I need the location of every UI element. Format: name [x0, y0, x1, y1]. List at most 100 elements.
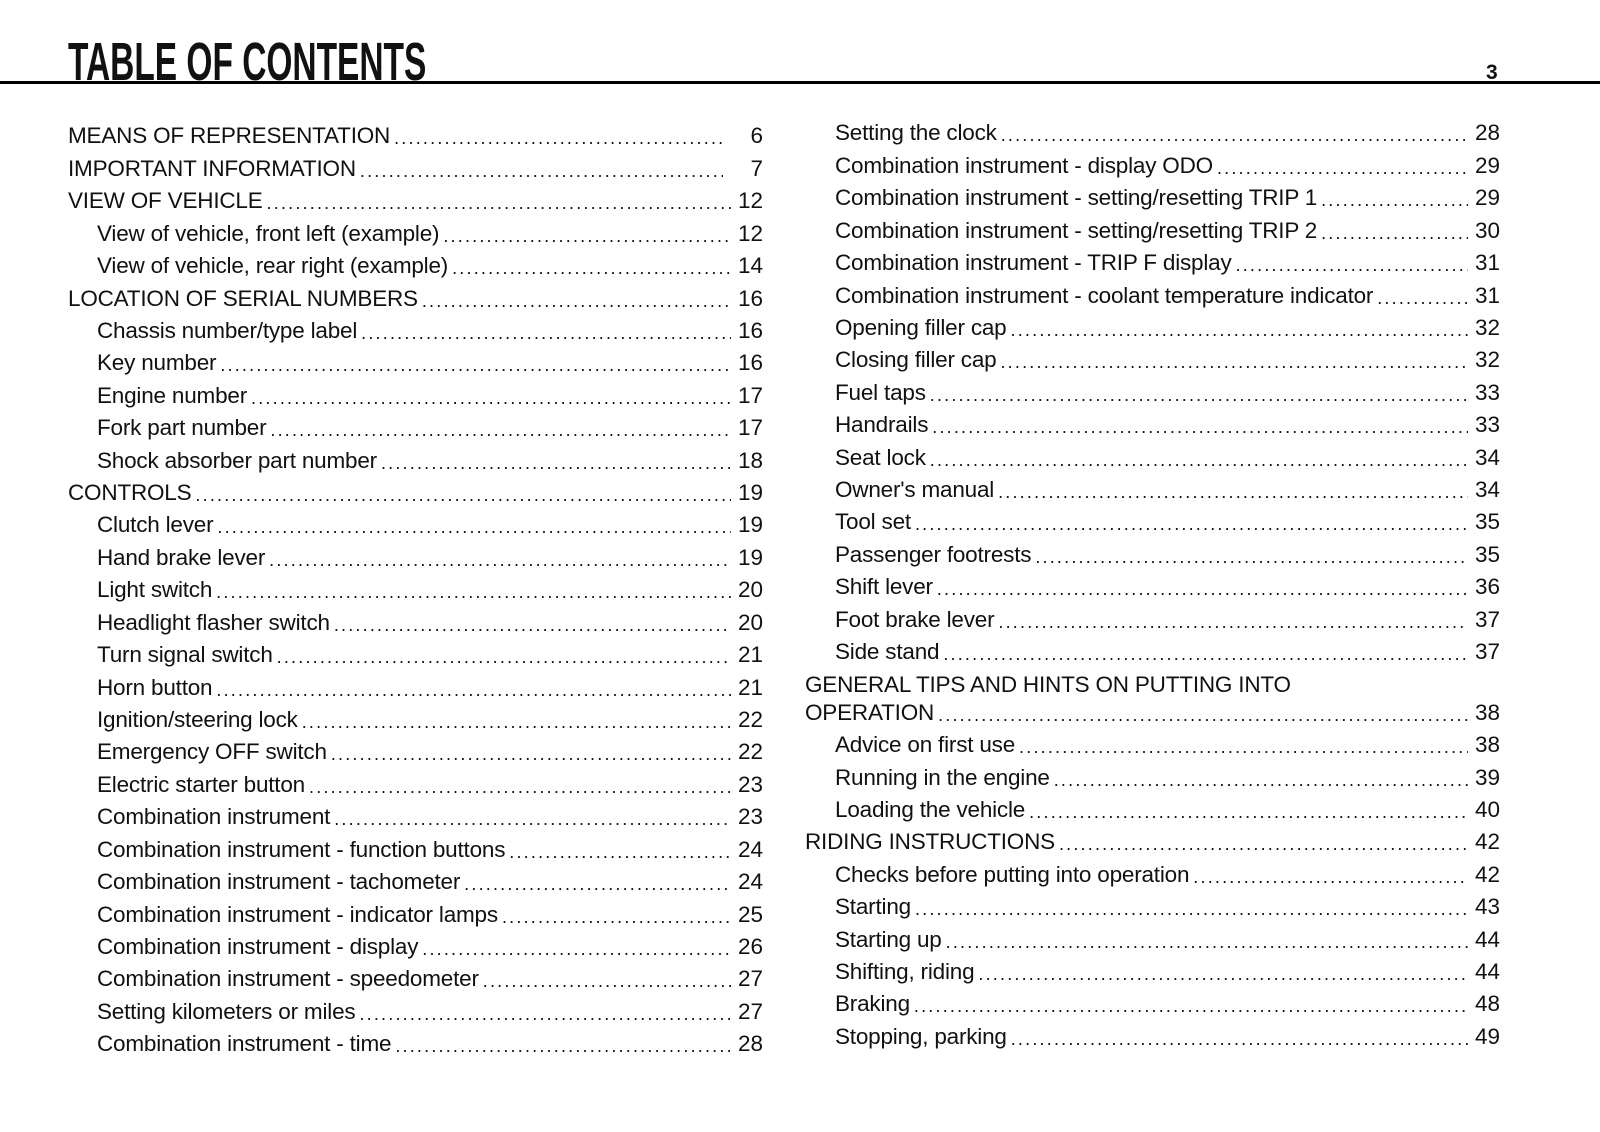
toc-entry-label: Advice on first use [835, 732, 1016, 758]
toc-entry[interactable]: Clutch lever............................… [68, 507, 763, 539]
toc-entry[interactable]: Setting kilometers or miles.............… [68, 993, 763, 1025]
toc-entry[interactable]: Handrails...............................… [805, 407, 1500, 439]
toc-entry[interactable]: Shock absorber part number..............… [68, 442, 763, 474]
toc-entry[interactable]: Tool set................................… [805, 504, 1500, 536]
toc-entry-label: Braking [835, 991, 910, 1017]
toc-entry[interactable]: Combination instrument - time...........… [68, 1026, 763, 1058]
toc-entry-label: Combination instrument - indicator lamps [97, 901, 498, 927]
dot-leader: ........................................… [914, 514, 1468, 535]
toc-entry[interactable]: View of vehicle, front left (example)...… [68, 215, 763, 247]
toc-entry-page: 17 [737, 415, 763, 441]
toc-entry[interactable]: Starting................................… [805, 889, 1500, 921]
dot-leader: ........................................… [929, 384, 1468, 405]
dot-leader: ........................................… [1000, 352, 1468, 373]
toc-entry[interactable]: Fuel taps...............................… [805, 374, 1500, 406]
toc-entry[interactable]: Starting up.............................… [805, 921, 1500, 953]
toc-entry[interactable]: Combination instrument - speedometer....… [68, 961, 763, 993]
toc-entry[interactable]: VIEW OF VEHICLE.........................… [68, 183, 763, 215]
toc-entry[interactable]: Chassis number/type label...............… [68, 313, 763, 345]
toc-entry-page: 28 [1474, 120, 1500, 146]
toc-entry[interactable]: Side stand..............................… [805, 634, 1500, 666]
toc-entry[interactable]: IMPORTANT INFORMATION...................… [68, 150, 763, 182]
toc-entry[interactable]: Owner's manual..........................… [805, 472, 1500, 504]
toc-entry-label: CONTROLS [68, 480, 192, 506]
toc-entry[interactable]: LOCATION OF SERIAL NUMBERS..............… [68, 280, 763, 312]
toc-entry[interactable]: Combination instrument - function button… [68, 831, 763, 863]
toc-entry[interactable]: Loading the vehicle.....................… [805, 792, 1500, 824]
toc-entry[interactable]: Combination instrument - tachometer.....… [68, 864, 763, 896]
toc-entry[interactable]: RIDING INSTRUCTIONS.....................… [805, 824, 1500, 856]
toc-entry[interactable]: Key number..............................… [68, 345, 763, 377]
toc-entry-label: Light switch [97, 577, 213, 603]
dot-leader: ........................................… [309, 776, 731, 797]
toc-entry[interactable]: Turn signal switch......................… [68, 637, 763, 669]
toc-entry[interactable]: Closing filler cap......................… [805, 342, 1500, 374]
toc-entry-page: 24 [737, 869, 763, 895]
dot-leader: ........................................… [301, 712, 731, 733]
dot-leader: ........................................… [334, 809, 731, 830]
toc-entry-label: RIDING INSTRUCTIONS [805, 829, 1055, 855]
toc-entry-label: Checks before putting into operation [835, 861, 1190, 887]
toc-entry-label: VIEW OF VEHICLE [68, 188, 263, 214]
toc-entry[interactable]: Shift lever.............................… [805, 569, 1500, 601]
toc-entry[interactable]: Combination instrument..................… [68, 799, 763, 831]
toc-entry[interactable]: Passenger footrests.....................… [805, 536, 1500, 568]
toc-entry[interactable]: Combination instrument - indicator lamps… [68, 896, 763, 928]
toc-entry[interactable]: Emergency OFF switch....................… [68, 734, 763, 766]
toc-entry-line: OPERATION...............................… [805, 699, 1500, 727]
toc-entry-label: Shifting, riding [835, 959, 975, 985]
toc-entry[interactable]: Combination instrument - display ODO....… [805, 147, 1500, 179]
toc-entry[interactable]: Checks before putting into operation....… [805, 856, 1500, 888]
dot-leader: ........................................… [380, 452, 731, 473]
toc-entry-label: Combination instrument [97, 804, 331, 830]
toc-entry-label: Owner's manual [835, 477, 995, 503]
toc-entry[interactable]: Combination instrument - coolant tempera… [805, 277, 1500, 309]
toc-entry[interactable]: Foot brake lever........................… [805, 601, 1500, 633]
toc-entry[interactable]: Headlight flasher switch................… [68, 604, 763, 636]
dot-leader: ........................................… [914, 899, 1468, 920]
toc-entry[interactable]: Ignition/steering lock..................… [68, 702, 763, 734]
dot-leader: ........................................… [216, 582, 731, 603]
toc-entry-label: Starting up [835, 926, 942, 952]
dot-leader: ........................................… [932, 417, 1468, 438]
toc-entry[interactable]: Braking.................................… [805, 986, 1500, 1018]
toc-entry[interactable]: MEANS OF REPRESENTATION.................… [68, 118, 763, 150]
toc-entry-page: 22 [737, 707, 763, 733]
toc-entry[interactable]: Advice on first use.....................… [805, 727, 1500, 759]
dot-leader: ........................................… [220, 355, 731, 376]
toc-entry[interactable]: Combination instrument - setting/resetti… [805, 180, 1500, 212]
toc-entry-page: 32 [1474, 314, 1500, 340]
toc-entry[interactable]: CONTROLS................................… [68, 475, 763, 507]
toc-entry[interactable]: Hand brake lever........................… [68, 539, 763, 571]
toc-entry-label: Fuel taps [835, 379, 926, 405]
dot-leader: ........................................… [936, 579, 1468, 600]
toc-entry[interactable]: Electric starter button.................… [68, 766, 763, 798]
toc-entry[interactable]: Seat lock...............................… [805, 439, 1500, 471]
toc-entry[interactable]: Fork part number........................… [68, 410, 763, 442]
dot-leader: ........................................… [998, 611, 1468, 632]
toc-entry-page: 24 [737, 836, 763, 862]
toc-entry[interactable]: Light switch............................… [68, 572, 763, 604]
toc-entry[interactable]: Setting the clock.......................… [805, 115, 1500, 147]
toc-entry[interactable]: Shifting, riding........................… [805, 954, 1500, 986]
toc-entry[interactable]: Stopping, parking.......................… [805, 1018, 1500, 1050]
dot-leader: ........................................… [394, 128, 723, 149]
toc-entry[interactable]: GENERAL TIPS AND HINTS ON PUTTING INTO OP… [805, 666, 1500, 727]
toc-entry[interactable]: Engine number...........................… [68, 377, 763, 409]
toc-entry[interactable]: Combination instrument - display........… [68, 929, 763, 961]
toc-entry-label: Combination instrument - TRIP F display [835, 250, 1232, 276]
toc-entry[interactable]: Combination instrument - setting/resetti… [805, 212, 1500, 244]
toc-entry-page: 34 [1474, 477, 1500, 503]
dot-leader: ........................................… [216, 679, 731, 700]
dot-leader: ........................................… [217, 517, 731, 538]
toc-entry-label: Fork part number [97, 415, 267, 441]
toc-entry[interactable]: Combination instrument - TRIP F display.… [805, 245, 1500, 277]
toc-entry[interactable]: Running in the engine...................… [805, 759, 1500, 791]
toc-entry[interactable]: View of vehicle, rear right (example)...… [68, 248, 763, 280]
toc-entry[interactable]: Horn button.............................… [68, 669, 763, 701]
dot-leader: ........................................… [395, 1036, 731, 1057]
toc-entry-label: LOCATION OF SERIAL NUMBERS [68, 285, 418, 311]
toc-entry[interactable]: Opening filler cap......................… [805, 310, 1500, 342]
dot-leader: ........................................… [251, 387, 731, 408]
dot-leader: ........................................… [330, 744, 731, 765]
